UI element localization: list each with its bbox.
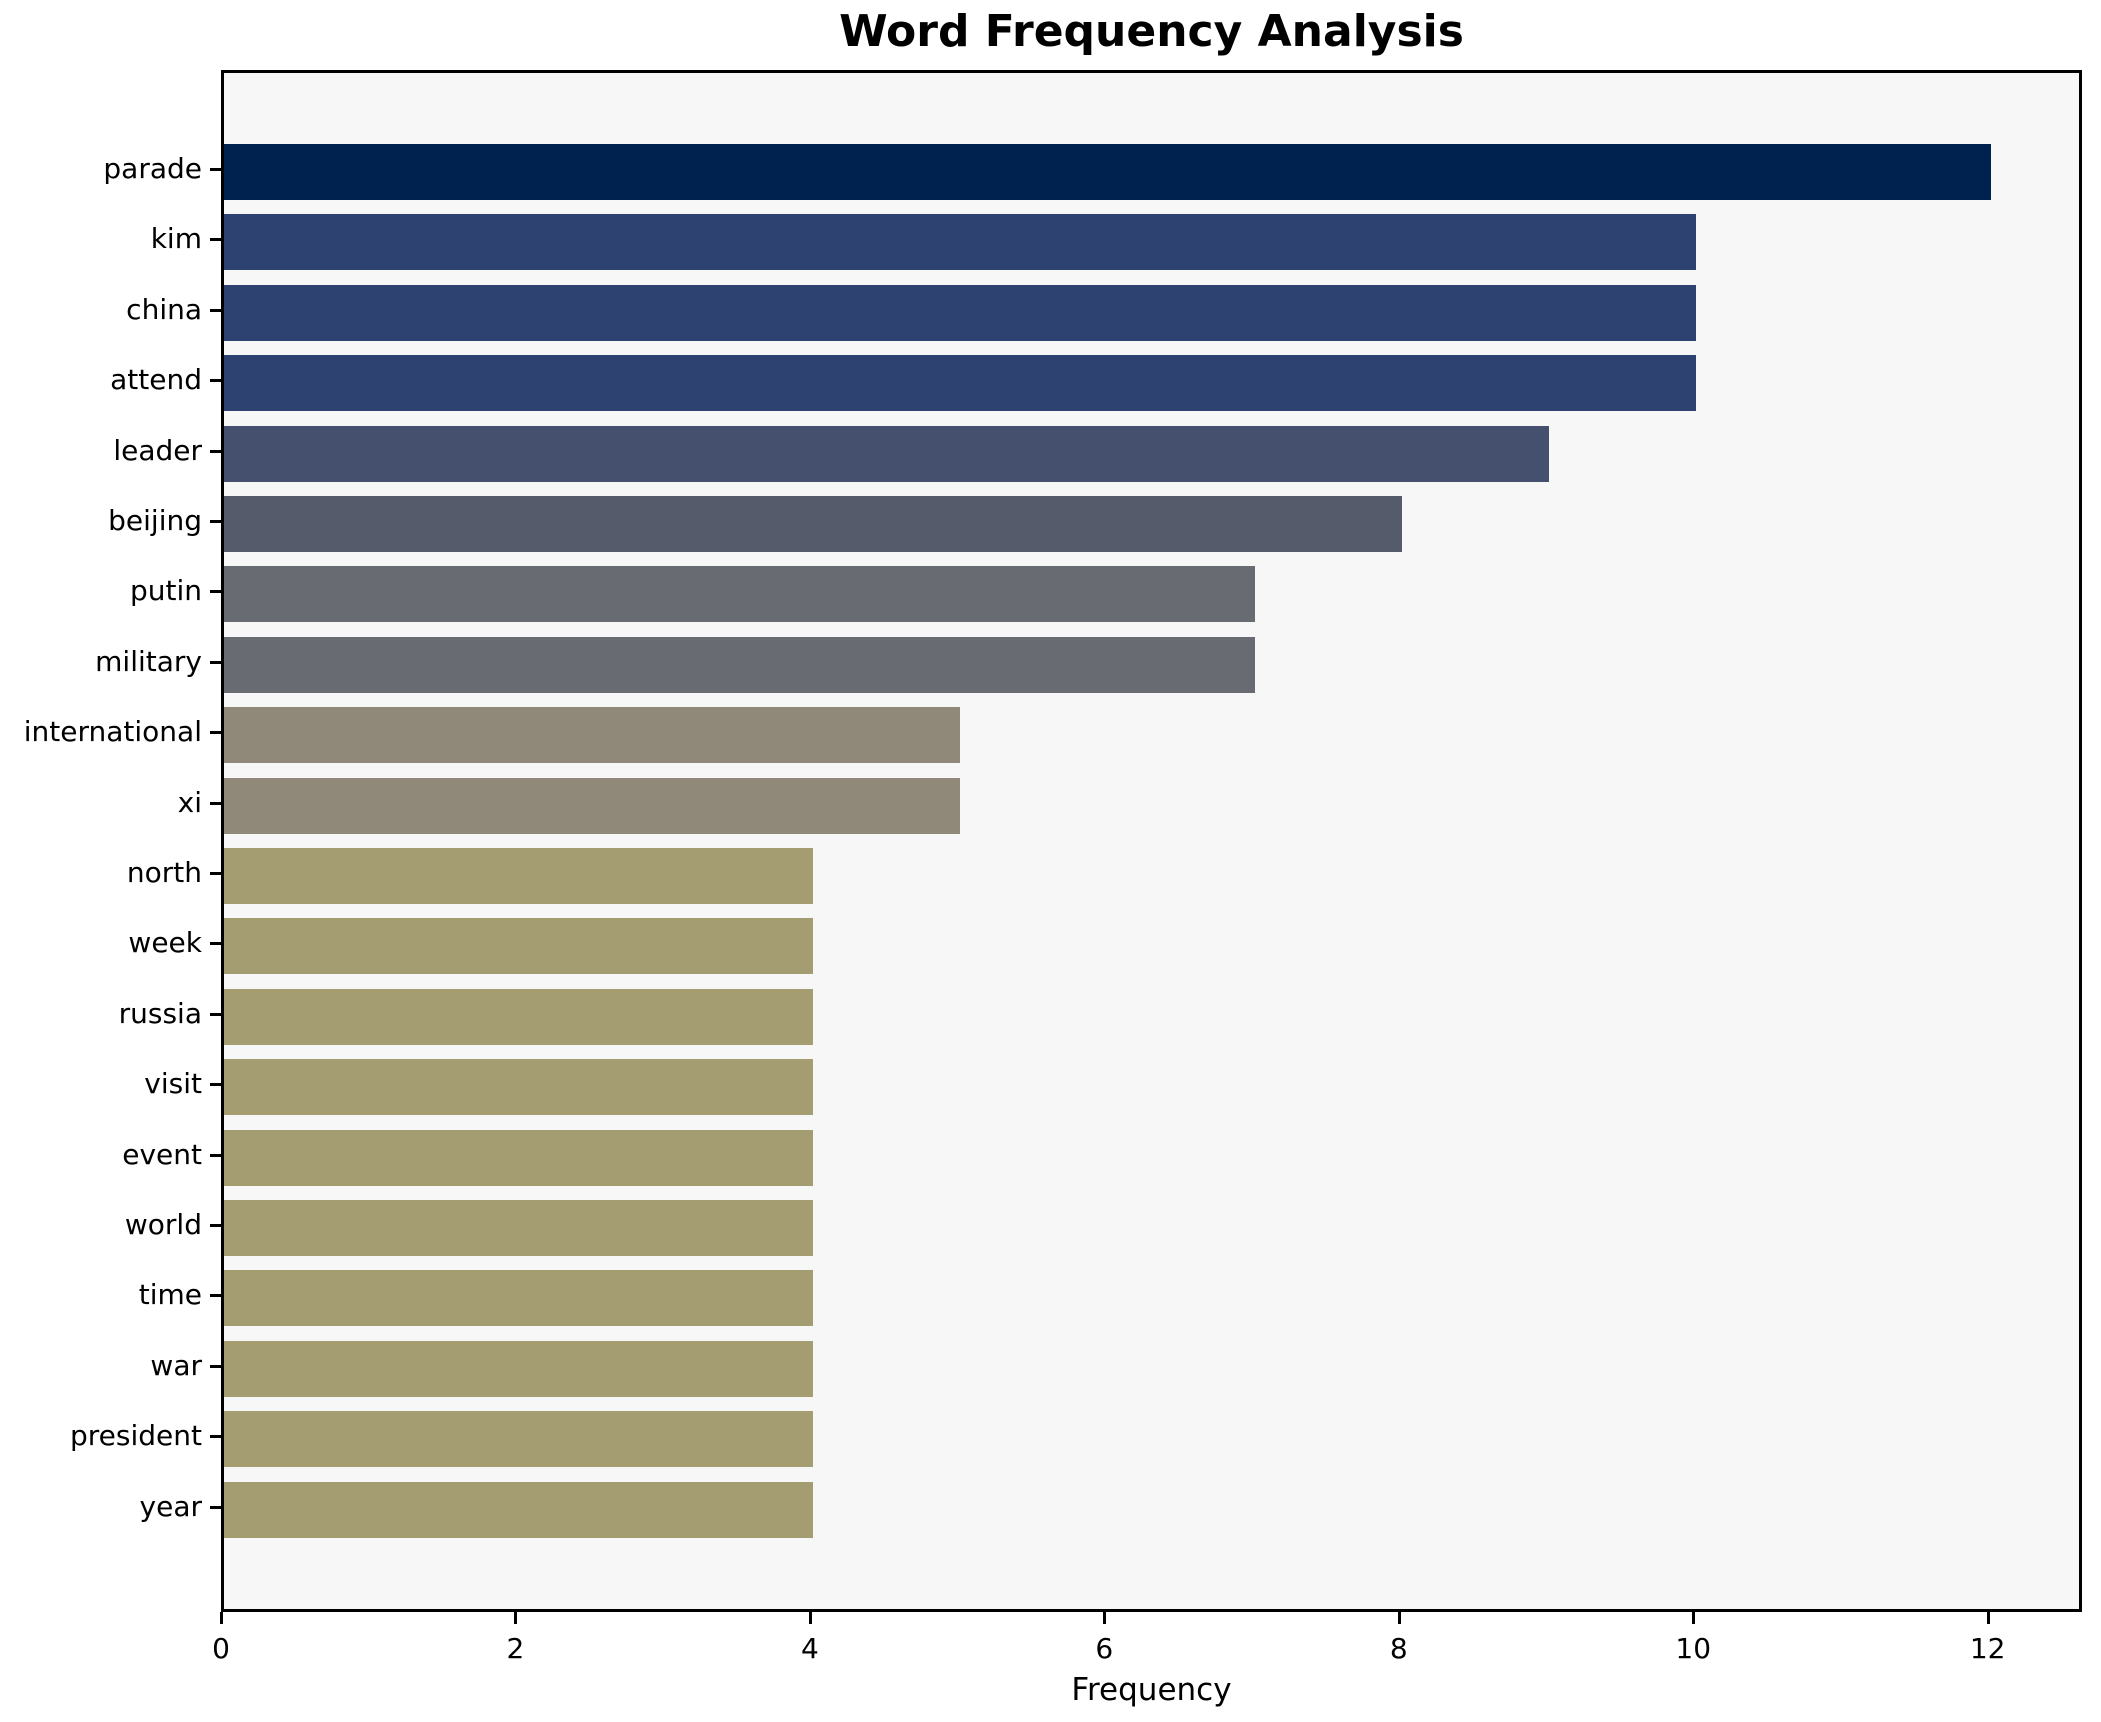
- y-tick-label-event: event: [122, 1137, 202, 1171]
- y-tick-label-attend: attend: [110, 363, 202, 397]
- x-tick-8: [1397, 1612, 1401, 1624]
- y-tick-kim: [210, 238, 221, 242]
- bar-military: [224, 636, 1255, 693]
- x-tick-label-6: 6: [1095, 1632, 1114, 1665]
- y-tick-visit: [210, 1083, 221, 1087]
- bar-war: [224, 1340, 813, 1397]
- y-tick-label-parade: parade: [103, 152, 202, 185]
- y-tick-beijing: [210, 520, 221, 523]
- y-tick-label-international: international: [23, 715, 202, 749]
- y-tick-attend: [210, 379, 221, 383]
- y-tick-week: [210, 942, 221, 946]
- y-tick-parade: [210, 168, 221, 171]
- y-tick-label-visit: visit: [144, 1067, 202, 1101]
- y-tick-putin: [210, 590, 221, 594]
- bar-time: [224, 1270, 813, 1327]
- x-tick-4: [808, 1612, 812, 1624]
- bar-event: [224, 1129, 813, 1186]
- bar-attend: [224, 355, 1697, 412]
- chart-title: Word Frequency Analysis: [839, 6, 1464, 57]
- y-tick-time: [210, 1294, 221, 1298]
- y-tick-label-north: north: [126, 856, 202, 889]
- y-tick-war: [210, 1364, 221, 1368]
- y-tick-label-time: time: [138, 1278, 202, 1312]
- x-tick-label-2: 2: [506, 1632, 525, 1665]
- y-tick-label-war: war: [150, 1348, 202, 1382]
- y-tick-president: [210, 1435, 221, 1439]
- bar-xi: [224, 777, 961, 834]
- bar-north: [224, 848, 813, 904]
- y-tick-russia: [210, 1012, 221, 1016]
- x-tick-6: [1103, 1612, 1107, 1624]
- bar-year: [224, 1481, 813, 1538]
- bar-kim: [224, 214, 1697, 271]
- y-tick-label-putin: putin: [129, 574, 202, 608]
- y-tick-label-kim: kim: [150, 222, 202, 256]
- x-tick-12: [1986, 1612, 1990, 1624]
- plot-area: [221, 70, 2082, 1612]
- x-tick-label-0: 0: [212, 1632, 230, 1665]
- y-tick-label-leader: leader: [113, 433, 202, 467]
- bar-leader: [224, 425, 1549, 482]
- bar-putin: [224, 566, 1255, 623]
- x-tick-2: [514, 1612, 518, 1624]
- y-tick-world: [210, 1224, 221, 1227]
- y-tick-xi: [210, 801, 221, 805]
- y-tick-military: [210, 660, 221, 664]
- bar-russia: [224, 988, 813, 1045]
- y-tick-label-week: week: [128, 926, 202, 960]
- x-tick-label-4: 4: [800, 1632, 819, 1665]
- bar-president: [224, 1411, 813, 1468]
- bar-beijing: [224, 496, 1402, 552]
- x-tick-label-10: 10: [1675, 1632, 1712, 1665]
- y-tick-north: [210, 872, 221, 875]
- bar-world: [224, 1200, 813, 1256]
- y-tick-label-beijing: beijing: [108, 504, 202, 537]
- y-tick-leader: [210, 449, 221, 453]
- y-tick-label-china: china: [126, 292, 202, 326]
- x-tick-label-12: 12: [1969, 1632, 2006, 1665]
- y-tick-label-russia: russia: [118, 996, 202, 1030]
- y-tick-label-year: year: [139, 1489, 202, 1523]
- bar-visit: [224, 1059, 813, 1116]
- y-tick-year: [210, 1505, 221, 1509]
- y-tick-label-military: military: [95, 644, 202, 678]
- x-tick-0: [220, 1612, 223, 1624]
- y-tick-label-xi: xi: [177, 785, 202, 819]
- y-tick-label-president: president: [70, 1419, 202, 1453]
- y-tick-china: [210, 308, 221, 312]
- y-tick-event: [210, 1153, 221, 1157]
- x-tick-label-8: 8: [1389, 1632, 1408, 1665]
- x-tick-10: [1692, 1612, 1696, 1624]
- bar-week: [224, 918, 813, 975]
- bar-international: [224, 707, 961, 764]
- bar-china: [224, 284, 1697, 341]
- x-axis-title: Frequency: [1071, 1672, 1232, 1708]
- y-tick-label-world: world: [124, 1208, 202, 1241]
- bar-parade: [224, 144, 1991, 200]
- y-tick-international: [210, 731, 221, 735]
